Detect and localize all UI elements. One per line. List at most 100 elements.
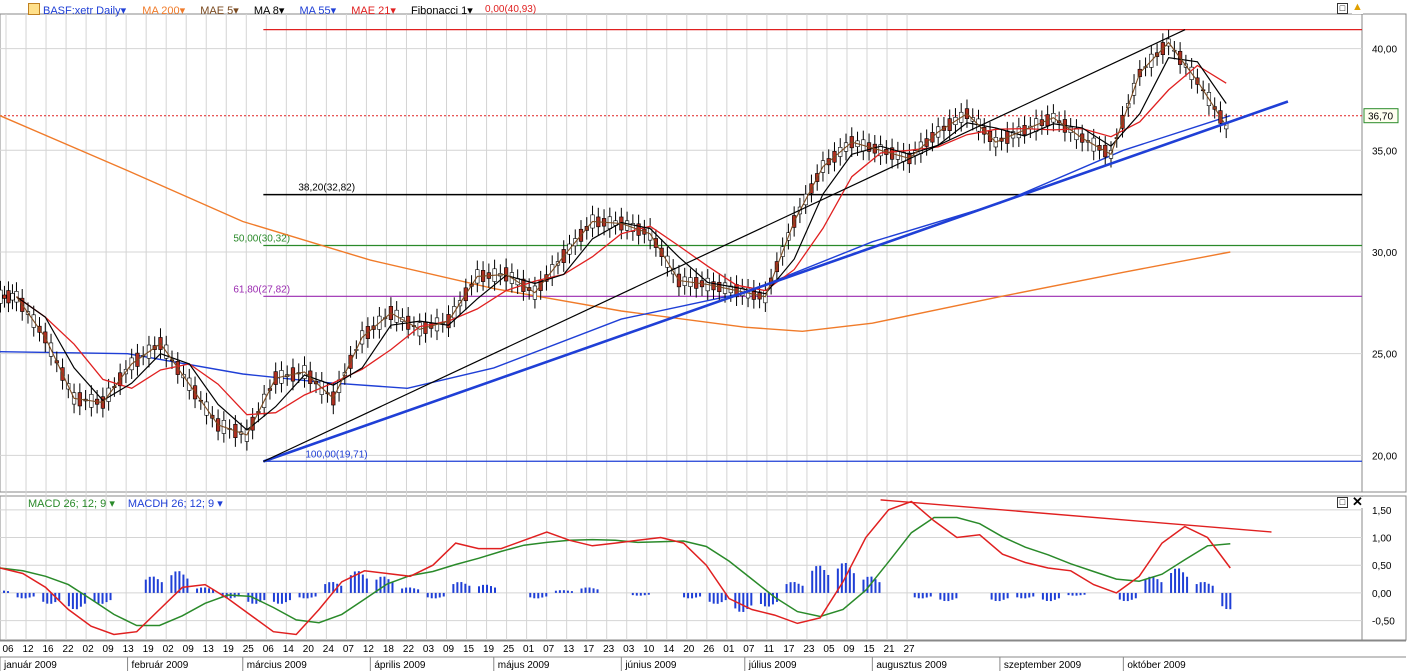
ma-line-ma200 xyxy=(0,115,1231,333)
day-tick-label: 19 xyxy=(483,644,495,655)
day-tick-label: 07 xyxy=(543,644,555,655)
day-tick-label: 12 xyxy=(363,644,375,655)
chevron-down-icon: ▾ xyxy=(179,5,186,17)
month-tick-label: június 2009 xyxy=(624,660,677,671)
candle-body xyxy=(2,294,7,299)
indicator-macd[interactable]: MACD 26; 12; 9 ▾ xyxy=(28,498,115,510)
chevron-down-icon: ▾ xyxy=(330,5,337,17)
price-tick-label: 20,00 xyxy=(1372,451,1397,462)
close-icon: ✕ xyxy=(1352,494,1363,509)
month-tick-label: március 2009 xyxy=(247,660,307,671)
price-tick-label: 35,00 xyxy=(1372,146,1397,157)
macd-pane xyxy=(0,495,1363,641)
chevron-down-icon: ▾ xyxy=(467,5,473,17)
month-tick-label: január 2009 xyxy=(3,660,57,671)
day-tick-label: 17 xyxy=(583,644,595,655)
day-tick-label: 02 xyxy=(83,644,95,655)
fib-level-label: 0,00(40,93) xyxy=(485,4,536,15)
day-tick-label: 01 xyxy=(523,644,535,655)
day-tick-label: 20 xyxy=(683,644,695,655)
day-tick-label: 24 xyxy=(323,644,335,655)
maximize-icon: □ xyxy=(1339,3,1346,13)
macd-signal-line xyxy=(0,516,1231,627)
day-tick-label: 09 xyxy=(843,644,855,655)
ma-line-mae5 xyxy=(16,41,1227,436)
symbol-label: BASF:xetr Daily xyxy=(43,5,121,17)
month-tick-label: július 2009 xyxy=(748,660,797,671)
indicator-ma8[interactable]: MA 8▾ xyxy=(253,5,285,17)
month-tick-label: október 2009 xyxy=(1127,660,1186,671)
chevron-down-icon: ▾ xyxy=(390,5,396,17)
candle-body xyxy=(10,293,15,301)
day-tick-label: 14 xyxy=(663,644,675,655)
day-tick-label: 06 xyxy=(2,644,14,655)
candle-body xyxy=(6,290,11,304)
chevron-down-icon: ▾ xyxy=(233,5,239,17)
indicator-fibonacci[interactable]: Fibonacci 1▾ xyxy=(411,5,473,17)
indicator-mae21[interactable]: MAE 21▾ xyxy=(351,5,396,17)
month-tick-label: április 2009 xyxy=(374,660,426,671)
day-tick-label: 27 xyxy=(903,644,915,655)
day-tick-label: 20 xyxy=(303,644,315,655)
indicator-macdh[interactable]: MACDH 26; 12; 9 ▾ xyxy=(127,498,223,510)
day-tick-label: 13 xyxy=(563,644,575,655)
day-tick-label: 22 xyxy=(403,644,415,655)
day-tick-label: 11 xyxy=(764,644,775,655)
day-tick-label: 14 xyxy=(283,644,295,655)
day-tick-label: 01 xyxy=(723,644,735,655)
day-tick-label: 19 xyxy=(143,644,155,655)
close-macd-button[interactable]: ✕ xyxy=(1352,494,1363,509)
month-tick-label: szeptember 2009 xyxy=(1004,660,1082,671)
day-tick-label: 09 xyxy=(103,644,115,655)
ma-line-mae21 xyxy=(16,64,1227,416)
month-tick-label: augusztus 2009 xyxy=(876,660,947,671)
day-tick-label: 15 xyxy=(863,644,875,655)
indicator-ma200[interactable]: MA 200▾ xyxy=(142,5,186,17)
candle-body xyxy=(0,289,3,304)
day-tick-label: 23 xyxy=(803,644,815,655)
fib-level-label: 38,20(32,82) xyxy=(298,183,355,194)
support-trendline xyxy=(262,100,1289,463)
day-tick-label: 07 xyxy=(343,644,355,655)
chevron-down-icon: ▾ xyxy=(278,5,285,17)
indicator-ma55[interactable]: MA 55▾ xyxy=(299,5,337,17)
indicator-mae5[interactable]: MAE 5▾ xyxy=(200,5,239,17)
ma-line-ma8 xyxy=(16,57,1227,431)
macd-axis xyxy=(1361,495,1407,641)
main-pane xyxy=(0,13,1363,493)
divergence-trendline xyxy=(880,499,1272,533)
maximize-macd-button[interactable]: □ xyxy=(1337,497,1348,508)
price-tick-label: 25,00 xyxy=(1372,350,1397,361)
day-tick-label: 17 xyxy=(783,644,795,655)
fib-level-label: 100,00(19,71) xyxy=(305,449,367,460)
last-price-label: 36,70 xyxy=(1368,112,1393,123)
day-tick-label: 15 xyxy=(463,644,475,655)
macd-tick-label: -0,50 xyxy=(1372,617,1395,628)
day-tick-label: 06 xyxy=(263,644,275,655)
chart-header: BASF:xetr Daily▾ MA 200▾ MAE 5▾ MA 8▾ MA… xyxy=(28,3,485,17)
price-axis xyxy=(1361,13,1407,493)
macd-tick-label: 1,00 xyxy=(1372,534,1392,545)
day-tick-label: 02 xyxy=(163,644,175,655)
chart-type-icon xyxy=(28,3,40,15)
day-tick-label: 12 xyxy=(22,644,34,655)
triangle-up-icon: ▲ xyxy=(1352,1,1363,13)
collapse-pane-button[interactable]: ▲ xyxy=(1352,1,1363,14)
channel-trendline xyxy=(263,29,1186,463)
day-tick-label: 16 xyxy=(42,644,54,655)
month-tick-label: február 2009 xyxy=(132,660,189,671)
fib-level-label: 61,80(27,82) xyxy=(233,284,290,295)
day-tick-label: 23 xyxy=(603,644,615,655)
day-tick-label: 03 xyxy=(423,644,435,655)
chevron-down-icon: ▾ xyxy=(120,5,127,17)
chevron-down-icon: ▾ xyxy=(217,498,223,510)
day-tick-label: 09 xyxy=(183,644,195,655)
maximize-icon: □ xyxy=(1339,497,1346,507)
macd-line xyxy=(0,500,1231,636)
price-tick-label: 40,00 xyxy=(1372,45,1397,56)
symbol-dropdown[interactable]: BASF:xetr Daily▾ xyxy=(28,3,129,17)
chevron-down-icon: ▾ xyxy=(109,498,115,510)
maximize-pane-button[interactable]: □ xyxy=(1337,3,1348,14)
